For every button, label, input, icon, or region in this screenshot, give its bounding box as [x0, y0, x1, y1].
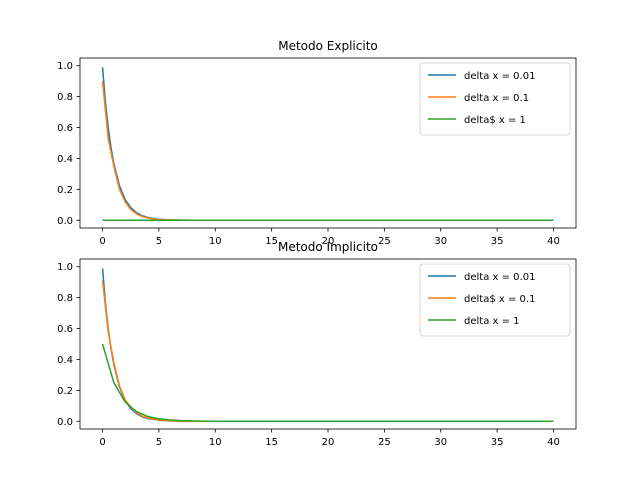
legend-label: delta x = 1	[464, 316, 520, 327]
y-tick-label: 0.0	[57, 417, 73, 428]
y-tick-label: 0.0	[57, 216, 73, 227]
x-tick-label: 35	[491, 236, 504, 247]
legend: delta x = 0.01 delta$ x = 0.1 delta x = 1	[419, 263, 571, 337]
y-tick-label: 0.2	[57, 386, 73, 397]
legend-label: delta x = 0.01	[464, 71, 535, 82]
x-tick-label: 25	[378, 437, 391, 448]
y-tick-label: 0.8	[57, 293, 73, 304]
y-tick-label: 1.0	[57, 262, 73, 273]
y-tick-label: 0.4	[57, 154, 73, 165]
y-tick-label: 0.8	[57, 92, 73, 103]
legend-box	[419, 263, 571, 337]
y-tick-label: 0.6	[57, 123, 73, 134]
x-tick-label: 0	[99, 437, 105, 448]
legend-label: delta$ x = 0.1	[464, 294, 535, 305]
x-tick-label: 30	[434, 236, 447, 247]
x-tick-label: 15	[265, 437, 278, 448]
x-tick-label: 20	[322, 236, 335, 247]
x-tick-label: 25	[378, 236, 391, 247]
y-tick-label: 1.0	[57, 61, 73, 72]
legend-box	[419, 62, 571, 136]
legend: delta x = 0.01 delta x = 0.1 delta$ x = 1	[419, 62, 571, 136]
chart-title: Metodo Explicito	[278, 39, 378, 53]
x-tick-label: 0	[99, 236, 105, 247]
chart-title: Metodo Implicito	[278, 240, 378, 254]
y-tick-label: 0.6	[57, 324, 73, 335]
subplot-implicito: 0 5 10 15 20 25 30 35 40 0.0 0.2 0.4 0.6 0.8 1.0 Metodo…	[57, 240, 577, 448]
x-tick-label: 20	[322, 437, 335, 448]
x-tick-label: 30	[434, 437, 447, 448]
legend-label: delta x = 0.01	[464, 272, 535, 283]
x-tick-label: 10	[209, 437, 222, 448]
legend-label: delta x = 0.1	[464, 93, 529, 104]
x-tick-label: 35	[491, 437, 504, 448]
y-tick-label: 0.4	[57, 355, 73, 366]
x-tick-label: 5	[156, 236, 162, 247]
subplot-explicito: 0 5 10 15 20 25 30 35 40 0.0 0.2 0.4 0.6 0.8 1.0 Metodo…	[57, 39, 577, 247]
x-tick-label: 40	[547, 437, 560, 448]
series-line-3	[101, 343, 554, 423]
x-tick-label: 15	[265, 236, 278, 247]
legend-label: delta$ x = 1	[464, 115, 526, 126]
x-tick-label: 10	[209, 236, 222, 247]
x-tick-label: 40	[547, 236, 560, 247]
x-tick-label: 5	[156, 437, 162, 448]
y-tick-label: 0.2	[57, 185, 73, 196]
